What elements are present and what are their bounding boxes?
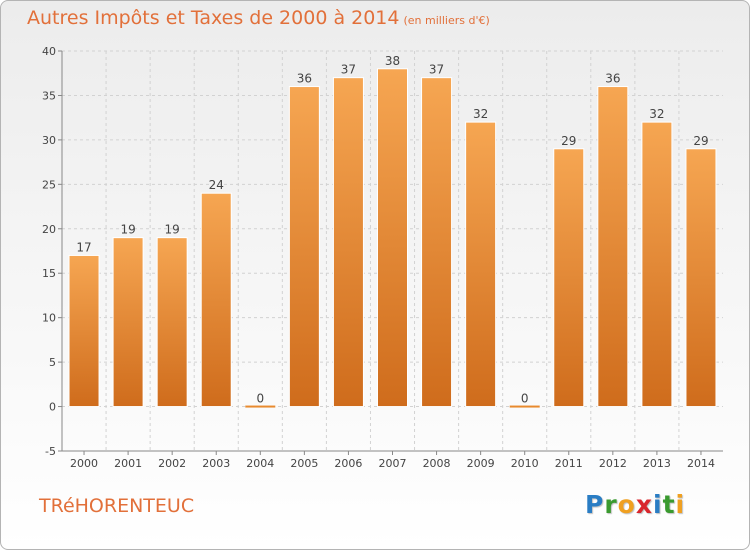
commune-name: TRéHORENTEUC bbox=[39, 495, 195, 517]
tick-labels: -5 0 5 10 15 20 25 30 35 40 2000 2001 2002 2003 2004 20… bbox=[42, 45, 715, 470]
y-tick-label: 10 bbox=[42, 312, 56, 325]
data-label: 32 bbox=[473, 107, 488, 121]
bar bbox=[421, 77, 453, 408]
y-tick-label: -5 bbox=[45, 445, 56, 458]
data-label: 17 bbox=[76, 240, 91, 254]
data-label: 0 bbox=[521, 392, 529, 406]
x-tick-label: 2010 bbox=[511, 457, 539, 470]
logo-letter: t bbox=[662, 490, 676, 519]
data-label: 24 bbox=[209, 178, 224, 192]
data-label: 29 bbox=[561, 134, 576, 148]
data-label: 38 bbox=[385, 54, 400, 68]
y-tick-label: 25 bbox=[42, 178, 56, 191]
bar bbox=[553, 148, 585, 408]
bar bbox=[112, 237, 144, 408]
x-tick-label: 2006 bbox=[334, 457, 362, 470]
x-tick-label: 2007 bbox=[379, 457, 407, 470]
data-label: 36 bbox=[297, 72, 312, 86]
x-tick-label: 2013 bbox=[643, 457, 671, 470]
bar bbox=[245, 405, 276, 408]
bar bbox=[156, 237, 188, 408]
bar bbox=[377, 68, 408, 408]
data-label: 37 bbox=[341, 63, 356, 77]
x-tick-label: 2014 bbox=[687, 457, 715, 470]
bar bbox=[68, 254, 100, 408]
y-tick-label: 35 bbox=[42, 89, 56, 102]
data-label: 19 bbox=[120, 223, 135, 237]
bar bbox=[685, 148, 717, 408]
data-label: 37 bbox=[429, 63, 444, 77]
title-text: Autres Impôts et Taxes de 2000 à 2014 bbox=[27, 7, 400, 29]
y-tick-label: 15 bbox=[42, 267, 56, 280]
y-tick-label: 20 bbox=[42, 223, 56, 236]
x-tick-label: 2004 bbox=[246, 457, 274, 470]
bar bbox=[597, 86, 629, 408]
x-tick-label: 2009 bbox=[467, 457, 495, 470]
data-label: 36 bbox=[605, 72, 620, 86]
bar bbox=[288, 86, 320, 408]
x-tick-label: 2005 bbox=[290, 457, 318, 470]
bar bbox=[465, 121, 497, 408]
x-tick-label: 2003 bbox=[202, 457, 230, 470]
y-tick-label: 40 bbox=[42, 45, 56, 58]
data-label: 19 bbox=[165, 223, 180, 237]
proxiti-logo: Proxiti bbox=[585, 490, 685, 519]
x-tick-label: 2012 bbox=[599, 457, 627, 470]
x-tick-label: 2002 bbox=[158, 457, 186, 470]
y-tick-label: 30 bbox=[42, 134, 56, 147]
data-label: 29 bbox=[693, 134, 708, 148]
logo-letter: i bbox=[653, 490, 663, 519]
x-tick-label: 2011 bbox=[555, 457, 583, 470]
logo-letter: o bbox=[617, 490, 636, 519]
x-tick-label: 2008 bbox=[423, 457, 451, 470]
data-labels: 17 19 19 24 0 36 37 38 37 32 0 29 36 32 29 bbox=[76, 54, 708, 406]
data-label: 0 bbox=[256, 392, 264, 406]
bar bbox=[200, 192, 232, 408]
y-tick-label: 0 bbox=[49, 401, 56, 414]
logo-letter: x bbox=[635, 490, 653, 519]
bar bbox=[641, 121, 673, 408]
chart-title: Autres Impôts et Taxes de 2000 à 2014 (en… bbox=[27, 7, 490, 29]
logo-letter: P bbox=[585, 490, 605, 519]
bar bbox=[509, 405, 540, 408]
data-label: 32 bbox=[649, 107, 664, 121]
x-tick-label: 2000 bbox=[70, 457, 98, 470]
logo-letter: r bbox=[604, 490, 618, 519]
logo-letter: i bbox=[675, 490, 686, 519]
bars bbox=[68, 68, 717, 408]
x-tick-label: 2001 bbox=[114, 457, 142, 470]
unit-note: (en milliers d'€) bbox=[403, 14, 490, 27]
bar bbox=[332, 77, 364, 408]
y-tick-label: 5 bbox=[49, 356, 56, 369]
axes bbox=[58, 50, 723, 455]
